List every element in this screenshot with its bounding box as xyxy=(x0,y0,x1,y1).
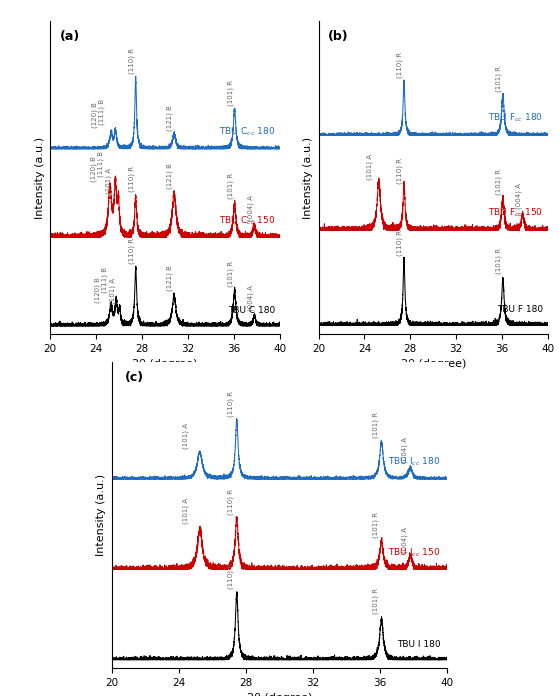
Text: (101) A: (101) A xyxy=(106,168,112,194)
Text: (110) R: (110) R xyxy=(228,489,234,514)
Text: (121) B: (121) B xyxy=(167,106,173,132)
Text: TBU I$_{cc}$ 150: TBU I$_{cc}$ 150 xyxy=(388,546,440,559)
Text: (101) R: (101) R xyxy=(496,169,502,195)
Text: TBU C 180: TBU C 180 xyxy=(228,306,275,315)
X-axis label: 2θ (degree): 2θ (degree) xyxy=(401,359,466,370)
Text: (004) A: (004) A xyxy=(401,527,408,553)
Text: TBU C$_{cc}$ 150: TBU C$_{cc}$ 150 xyxy=(219,214,275,227)
Text: (101) R: (101) R xyxy=(228,80,234,106)
Text: (120) B: (120) B xyxy=(91,156,97,182)
Text: (004) A: (004) A xyxy=(247,195,254,221)
Text: (004) A: (004) A xyxy=(401,437,408,463)
Text: (101) A: (101) A xyxy=(366,155,372,180)
Y-axis label: Intensity (a.u.): Intensity (a.u.) xyxy=(35,136,45,219)
Text: (121) B: (121) B xyxy=(167,163,173,189)
Text: (004) A: (004) A xyxy=(247,285,254,311)
Text: (101) A: (101) A xyxy=(183,422,189,449)
Text: (101) R: (101) R xyxy=(496,66,502,93)
X-axis label: 2θ (degree): 2θ (degree) xyxy=(247,693,312,696)
Text: (110) R: (110) R xyxy=(129,48,135,74)
Text: TBU C$_{cc}$ 180: TBU C$_{cc}$ 180 xyxy=(219,125,275,138)
Text: (101) R: (101) R xyxy=(372,512,379,538)
Text: (110) R: (110) R xyxy=(129,237,135,264)
Text: (a): (a) xyxy=(59,31,80,43)
Text: (101) R: (101) R xyxy=(372,588,379,614)
Text: TBU F$_{cc}$ 180: TBU F$_{cc}$ 180 xyxy=(488,112,543,125)
Text: (110) R: (110) R xyxy=(397,230,403,255)
Text: (110) R: (110) R xyxy=(129,166,135,192)
Text: (110) R: (110) R xyxy=(397,52,403,78)
Text: (101) A: (101) A xyxy=(183,498,189,523)
Text: (101) R: (101) R xyxy=(496,248,502,274)
Text: (110) R: (110) R xyxy=(228,391,234,417)
Text: TBU I$_{cc}$ 180: TBU I$_{cc}$ 180 xyxy=(388,456,440,468)
Text: (004) A: (004) A xyxy=(515,183,522,209)
Text: (110) R: (110) R xyxy=(397,159,403,184)
Y-axis label: Intensity (a.u.): Intensity (a.u.) xyxy=(303,136,313,219)
Text: (111) B: (111) B xyxy=(101,267,108,293)
Text: (c): (c) xyxy=(125,371,144,384)
Y-axis label: Intensity (a.u.): Intensity (a.u.) xyxy=(96,474,106,556)
Text: (101) R: (101) R xyxy=(228,261,234,287)
Text: (111) B: (111) B xyxy=(97,151,104,177)
Text: (b): (b) xyxy=(328,31,348,43)
Text: TBU I 180: TBU I 180 xyxy=(397,640,440,649)
Text: (120) B: (120) B xyxy=(94,277,101,303)
Text: TBU F$_{cc}$ 150: TBU F$_{cc}$ 150 xyxy=(488,207,543,219)
X-axis label: 2θ (degree): 2θ (degree) xyxy=(132,359,197,370)
Text: TBU F 180: TBU F 180 xyxy=(497,305,543,314)
Text: (101) R: (101) R xyxy=(372,412,379,438)
Text: (101) R: (101) R xyxy=(228,173,234,199)
Text: (121) B: (121) B xyxy=(167,265,173,291)
Text: (110) R: (110) R xyxy=(228,563,234,590)
Text: (101) A: (101) A xyxy=(109,278,116,304)
Text: (120) B: (120) B xyxy=(92,102,98,128)
Text: (111) B: (111) B xyxy=(98,100,105,125)
